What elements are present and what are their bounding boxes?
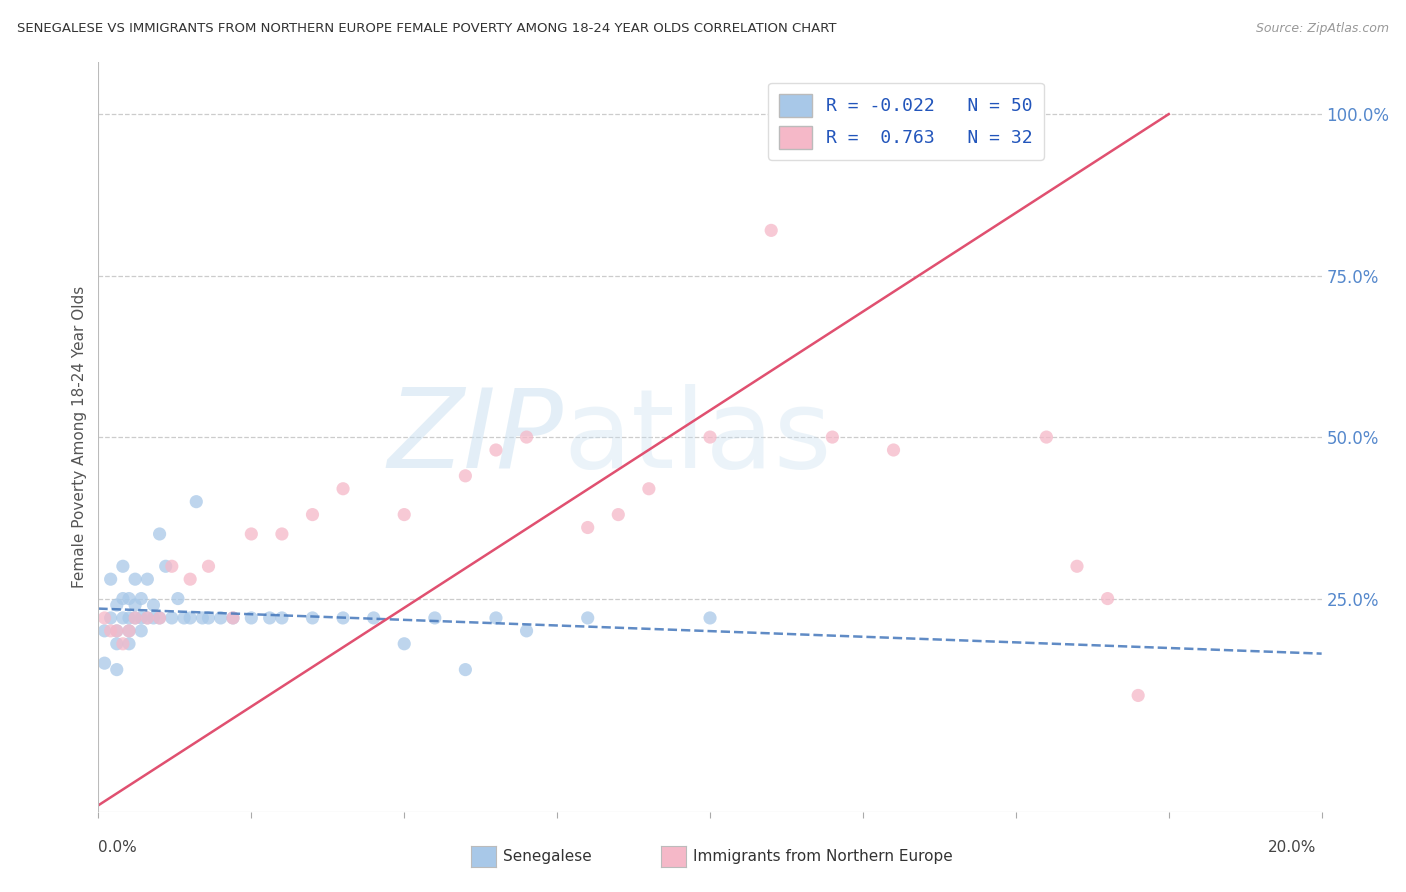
Point bbox=[105, 624, 128, 638]
Point bbox=[100, 572, 122, 586]
Point bbox=[699, 430, 721, 444]
Point bbox=[149, 611, 172, 625]
Point bbox=[118, 611, 141, 625]
Point bbox=[186, 494, 208, 508]
Point bbox=[111, 611, 134, 625]
Point bbox=[118, 637, 141, 651]
Point bbox=[454, 663, 477, 677]
Point bbox=[93, 624, 115, 638]
Point bbox=[332, 611, 354, 625]
Point bbox=[240, 611, 263, 625]
Point bbox=[179, 572, 201, 586]
Point bbox=[759, 223, 782, 237]
Text: 0.0%: 0.0% bbox=[98, 840, 138, 855]
Point bbox=[454, 468, 477, 483]
Point bbox=[821, 430, 844, 444]
Text: Source: ZipAtlas.com: Source: ZipAtlas.com bbox=[1256, 22, 1389, 36]
Point bbox=[136, 611, 159, 625]
Point bbox=[111, 591, 134, 606]
Point bbox=[222, 611, 245, 625]
Point bbox=[699, 611, 721, 625]
Point bbox=[607, 508, 630, 522]
Point bbox=[883, 442, 905, 457]
Point bbox=[129, 624, 152, 638]
Point bbox=[1066, 559, 1088, 574]
Point bbox=[270, 611, 292, 625]
Point bbox=[191, 611, 214, 625]
Text: SENEGALESE VS IMMIGRANTS FROM NORTHERN EUROPE FEMALE POVERTY AMONG 18-24 YEAR OL: SENEGALESE VS IMMIGRANTS FROM NORTHERN E… bbox=[17, 22, 837, 36]
Point bbox=[485, 611, 508, 625]
Point bbox=[197, 559, 219, 574]
Point bbox=[111, 637, 134, 651]
Point bbox=[179, 611, 201, 625]
Point bbox=[118, 624, 141, 638]
Point bbox=[576, 520, 599, 534]
Point bbox=[516, 624, 538, 638]
Text: Senegalese: Senegalese bbox=[503, 849, 592, 863]
Point bbox=[100, 624, 122, 638]
Point bbox=[392, 637, 416, 651]
Point bbox=[392, 508, 416, 522]
Point bbox=[124, 611, 146, 625]
Point bbox=[136, 572, 159, 586]
Point bbox=[105, 637, 128, 651]
Y-axis label: Female Poverty Among 18-24 Year Olds: Female Poverty Among 18-24 Year Olds bbox=[72, 286, 87, 588]
Point bbox=[111, 559, 134, 574]
Point bbox=[1035, 430, 1057, 444]
Point bbox=[363, 611, 385, 625]
Point bbox=[149, 527, 172, 541]
Point bbox=[485, 442, 508, 457]
Point bbox=[270, 527, 292, 541]
Point bbox=[155, 559, 177, 574]
Point bbox=[1128, 689, 1150, 703]
Point bbox=[167, 591, 190, 606]
Point bbox=[209, 611, 232, 625]
Point bbox=[129, 611, 152, 625]
Point bbox=[93, 656, 115, 670]
Point bbox=[332, 482, 354, 496]
Point bbox=[142, 598, 165, 612]
Point bbox=[423, 611, 446, 625]
Point bbox=[197, 611, 219, 625]
Point bbox=[160, 559, 183, 574]
Point bbox=[105, 624, 128, 638]
Point bbox=[173, 611, 195, 625]
Point bbox=[142, 611, 165, 625]
Point bbox=[301, 508, 323, 522]
Point bbox=[149, 611, 172, 625]
Point bbox=[240, 527, 263, 541]
Point bbox=[259, 611, 281, 625]
Point bbox=[637, 482, 661, 496]
Text: atlas: atlas bbox=[564, 384, 832, 491]
Point bbox=[105, 598, 128, 612]
Point bbox=[124, 572, 146, 586]
Text: 20.0%: 20.0% bbox=[1268, 840, 1316, 855]
Point bbox=[1097, 591, 1119, 606]
Point bbox=[105, 663, 128, 677]
Point bbox=[124, 598, 146, 612]
Point bbox=[124, 611, 146, 625]
Point bbox=[576, 611, 599, 625]
Point bbox=[93, 611, 115, 625]
Point bbox=[118, 624, 141, 638]
Point bbox=[516, 430, 538, 444]
Text: Immigrants from Northern Europe: Immigrants from Northern Europe bbox=[693, 849, 953, 863]
Point bbox=[129, 591, 152, 606]
Point bbox=[118, 591, 141, 606]
Point bbox=[160, 611, 183, 625]
Text: ZIP: ZIP bbox=[388, 384, 564, 491]
Legend: R = -0.022   N = 50, R =  0.763   N = 32: R = -0.022 N = 50, R = 0.763 N = 32 bbox=[768, 83, 1043, 160]
Point bbox=[136, 611, 159, 625]
Point bbox=[100, 611, 122, 625]
Point bbox=[943, 107, 966, 121]
Point bbox=[222, 611, 245, 625]
Point bbox=[301, 611, 323, 625]
